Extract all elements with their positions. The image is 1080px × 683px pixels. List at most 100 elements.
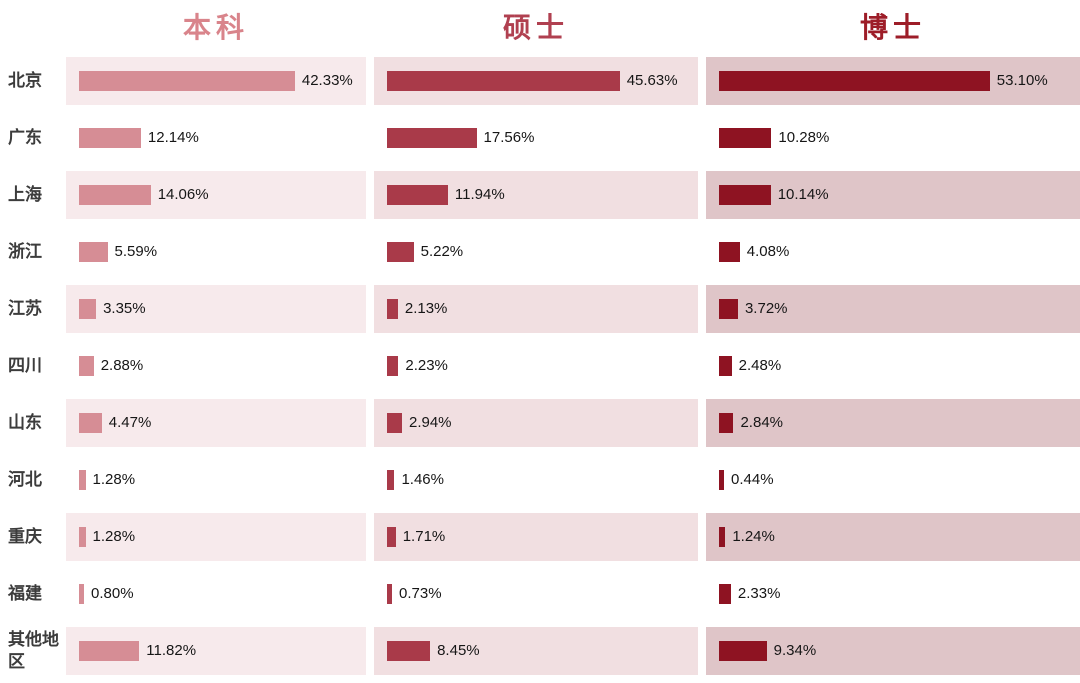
bar: [387, 583, 392, 604]
chart-cell: 53.10%: [706, 56, 1080, 105]
bar: [387, 184, 448, 205]
bar: [387, 469, 395, 490]
chart-cell: 2.48%: [706, 342, 1080, 390]
chart-cell: 2.88%: [66, 342, 366, 390]
bar-value: 53.10%: [996, 72, 1048, 89]
chart-cell: 2.84%: [706, 398, 1080, 447]
row-label: 浙江: [8, 241, 42, 261]
bar: [79, 469, 86, 490]
chart-cell: 1.28%: [66, 456, 366, 504]
bar-value: 2.13%: [404, 300, 448, 317]
bar-value: 2.84%: [740, 414, 784, 431]
bar: [387, 70, 620, 91]
column-headers: 本科 硕士 博士: [0, 0, 1080, 52]
bar-value: 14.06%: [157, 186, 209, 203]
chart-row: 重庆 1.28% 1.71% 1.24%: [0, 508, 1080, 565]
chart-cell: 42.33%: [66, 56, 366, 105]
chart-cell: 2.13%: [374, 284, 698, 333]
bar: [387, 241, 414, 262]
chart-cell: 2.23%: [374, 342, 698, 390]
row-label: 北京: [8, 70, 42, 90]
bar-value: 4.08%: [746, 243, 790, 260]
row-label: 重庆: [8, 526, 42, 546]
bar: [79, 70, 295, 91]
bar: [719, 412, 734, 433]
bar-value: 1.28%: [92, 471, 136, 488]
bar-value: 12.14%: [147, 129, 199, 146]
chart-cell: 8.45%: [374, 626, 698, 675]
chart-body: 北京 42.33% 45.63% 53.10% 广东 12.14% 17.56% 10.28%…: [0, 52, 1080, 679]
bar: [719, 583, 731, 604]
bar-value: 1.46%: [401, 471, 444, 488]
bar-value: 0.80%: [91, 585, 134, 602]
bar-value: 8.45%: [437, 642, 480, 659]
bar-value: 11.82%: [146, 642, 197, 659]
bar: [719, 70, 990, 91]
bar: [719, 184, 771, 205]
bar: [79, 184, 151, 205]
chart-cell: 5.59%: [66, 228, 366, 276]
bar-value: 2.33%: [737, 585, 781, 602]
chart-cell: 9.34%: [706, 626, 1080, 675]
bar: [719, 526, 726, 547]
row-label: 福建: [8, 583, 42, 603]
chart-cell: 10.28%: [706, 114, 1080, 162]
bar-value: 17.56%: [483, 129, 535, 146]
chart-row: 江苏 3.35% 2.13% 3.72%: [0, 280, 1080, 337]
row-label: 山东: [8, 412, 42, 432]
bar-value: 3.35%: [103, 300, 146, 317]
chart-cell: 45.63%: [374, 56, 698, 105]
bar-value: 10.28%: [778, 129, 830, 146]
bar-value: 2.88%: [100, 357, 144, 374]
chart-row: 四川 2.88% 2.23% 2.48%: [0, 337, 1080, 394]
bar-value: 2.23%: [405, 357, 448, 374]
bar: [387, 298, 398, 319]
chart-cell: 1.71%: [374, 512, 698, 561]
chart-row: 其他地区 11.82% 8.45% 9.34%: [0, 622, 1080, 679]
column-header-bachelor: 本科: [182, 12, 249, 43]
chart-cell: 0.44%: [706, 456, 1080, 504]
row-label: 江苏: [8, 298, 42, 318]
bar: [387, 640, 431, 661]
bar-value: 1.71%: [402, 528, 446, 545]
row-label: 其他地区: [8, 630, 59, 671]
bar-value: 11.94%: [454, 186, 505, 203]
chart-cell: 1.24%: [706, 512, 1080, 561]
chart-row: 北京 42.33% 45.63% 53.10%: [0, 52, 1080, 109]
bar-value: 5.59%: [114, 243, 158, 260]
chart-cell: 0.80%: [66, 570, 366, 618]
bar-value: 45.63%: [626, 72, 678, 89]
bar-value: 4.47%: [108, 414, 152, 431]
bar-value: 3.72%: [744, 300, 788, 317]
chart-cell: 2.94%: [374, 398, 698, 447]
bar: [387, 412, 402, 433]
chart-cell: 3.72%: [706, 284, 1080, 333]
bar: [719, 298, 738, 319]
chart-cell: 1.28%: [66, 512, 366, 561]
chart-cell: 17.56%: [374, 114, 698, 162]
chart-cell: 2.33%: [706, 570, 1080, 618]
chart-row: 浙江 5.59% 5.22% 4.08%: [0, 223, 1080, 280]
chart-cell: 4.47%: [66, 398, 366, 447]
bar-value: 1.24%: [732, 528, 775, 545]
bar: [79, 241, 108, 262]
chart-cell: 12.14%: [66, 114, 366, 162]
bar-value: 0.73%: [399, 585, 442, 602]
bar-value: 2.94%: [408, 414, 452, 431]
chart-cell: 1.46%: [374, 456, 698, 504]
bar: [719, 469, 724, 490]
bar: [719, 127, 772, 148]
row-label: 河北: [8, 469, 42, 489]
bar: [719, 355, 732, 376]
bar-value: 1.28%: [92, 528, 136, 545]
chart-row: 福建 0.80% 0.73% 2.33%: [0, 565, 1080, 622]
bar: [79, 526, 86, 547]
bar-value: 42.33%: [301, 72, 353, 89]
chart-cell: 11.82%: [66, 626, 366, 675]
bar-value: 0.44%: [731, 471, 774, 488]
bar: [387, 355, 399, 376]
column-header-doctor: 博士: [859, 12, 926, 43]
bar-value: 2.48%: [738, 357, 782, 374]
row-label: 四川: [8, 355, 42, 375]
